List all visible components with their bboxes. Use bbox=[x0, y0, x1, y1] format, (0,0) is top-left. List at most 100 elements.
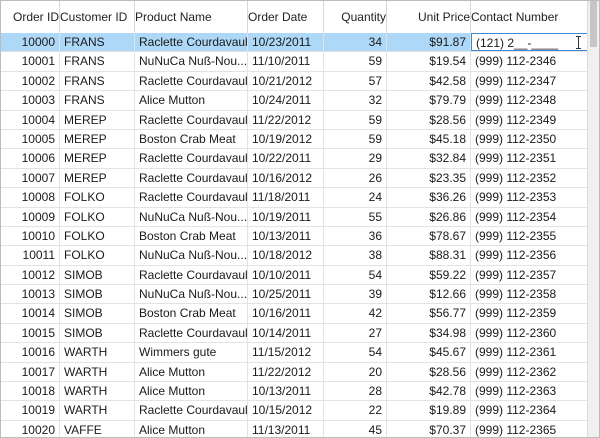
order-date-cell[interactable]: 10/23/2011 bbox=[248, 33, 324, 52]
unit-price-cell[interactable]: $56.77 bbox=[387, 304, 471, 323]
order-date-cell[interactable]: 10/16/2012 bbox=[248, 168, 324, 188]
customer-id-cell[interactable]: FOLKO bbox=[60, 226, 135, 246]
order-id-cell[interactable]: 10006 bbox=[1, 149, 60, 168]
product-name-cell[interactable]: Boston Crab Meat bbox=[135, 129, 248, 149]
order-date-cell[interactable]: 10/22/2011 bbox=[248, 149, 324, 168]
table-row[interactable]: 10016 WARTH Wimmers gute 11/15/2012 54 $45.67… bbox=[1, 343, 588, 363]
order-date-cell[interactable]: 10/18/2012 bbox=[248, 246, 324, 265]
order-id-cell[interactable]: 10002 bbox=[1, 71, 60, 91]
vertical-scrollbar[interactable] bbox=[587, 1, 599, 437]
order-id-cell[interactable]: 10016 bbox=[1, 343, 60, 362]
customer-id-cell[interactable]: FOLKO bbox=[60, 207, 135, 226]
order-id-cell[interactable]: 10003 bbox=[1, 91, 60, 110]
product-name-cell[interactable]: Raclette Courdavault bbox=[135, 265, 248, 285]
quantity-cell[interactable]: 29 bbox=[324, 149, 387, 168]
product-name-cell[interactable]: Raclette Courdavault bbox=[135, 188, 248, 207]
contact-number-cell[interactable]: (999) 112-2355 bbox=[471, 226, 588, 246]
customer-id-cell[interactable]: MEREP bbox=[60, 149, 135, 168]
quantity-cell[interactable]: 24 bbox=[324, 188, 387, 207]
quantity-cell[interactable]: 54 bbox=[324, 343, 387, 362]
quantity-cell[interactable]: 34 bbox=[324, 33, 387, 52]
order-id-cell[interactable]: 10019 bbox=[1, 401, 60, 420]
table-row[interactable]: 10004 MEREP Raclette Courdavault 11/22/2012… bbox=[1, 110, 588, 130]
table-row[interactable]: 10017 WARTH Alice Mutton 11/22/2012 20 $28.56… bbox=[1, 362, 588, 383]
column-header-order-date[interactable]: Order Date bbox=[248, 1, 324, 33]
order-date-cell[interactable]: 10/21/2012 bbox=[248, 71, 324, 91]
product-name-cell[interactable]: NuNuCa Nuß-Nou... bbox=[135, 246, 248, 265]
order-id-cell[interactable]: 10008 bbox=[1, 188, 60, 207]
contact-number-cell[interactable]: (999) 112-2362 bbox=[471, 362, 588, 382]
order-date-cell[interactable]: 11/22/2012 bbox=[248, 362, 324, 382]
product-name-cell[interactable]: NuNuCa Nuß-Nou... bbox=[135, 285, 248, 304]
quantity-cell[interactable]: 59 bbox=[324, 110, 387, 129]
customer-id-cell[interactable]: SIMOB bbox=[60, 304, 135, 323]
quantity-cell[interactable]: 27 bbox=[324, 323, 387, 343]
order-id-cell[interactable]: 10004 bbox=[1, 110, 60, 129]
order-id-cell[interactable]: 10000 bbox=[1, 33, 60, 52]
product-name-cell[interactable]: Raclette Courdavault bbox=[135, 71, 248, 91]
order-id-cell[interactable]: 10010 bbox=[1, 226, 60, 246]
quantity-cell[interactable]: 59 bbox=[324, 52, 387, 71]
quantity-cell[interactable]: 38 bbox=[324, 246, 387, 265]
table-row[interactable]: 10018 WARTH Alice Mutton 10/13/2011 28 $42.78… bbox=[1, 382, 588, 402]
table-row[interactable]: 10013 SIMOB NuNuCa Nuß-Nou... 10/25/2011 39 $… bbox=[1, 285, 588, 305]
product-name-cell[interactable]: Alice Mutton bbox=[135, 91, 248, 110]
table-row[interactable]: 10006 MEREP Raclette Courdavault 10/22/2011… bbox=[1, 149, 588, 169]
column-header-customer-id[interactable]: Customer ID bbox=[60, 1, 135, 33]
column-header-order-id[interactable]: Order ID bbox=[1, 1, 60, 33]
contact-number-cell[interactable]: (999) 112-2361 bbox=[471, 343, 588, 362]
order-id-cell[interactable]: 10007 bbox=[1, 168, 60, 188]
unit-price-cell[interactable]: $42.78 bbox=[387, 382, 471, 401]
order-id-cell[interactable]: 10005 bbox=[1, 129, 60, 149]
table-row[interactable]: 10007 MEREP Raclette Courdavault 10/16/2012… bbox=[1, 168, 588, 189]
customer-id-cell[interactable]: MEREP bbox=[60, 129, 135, 149]
customer-id-cell[interactable]: FRANS bbox=[60, 33, 135, 52]
unit-price-cell[interactable]: $45.67 bbox=[387, 343, 471, 362]
order-date-cell[interactable]: 11/22/2012 bbox=[248, 110, 324, 129]
contact-number-cell[interactable]: (999) 112-2365 bbox=[471, 420, 588, 437]
contact-number-cell[interactable]: (999) 112-2349 bbox=[471, 110, 588, 129]
table-row[interactable]: 10019 WARTH Raclette Courdavault 10/15/2012… bbox=[1, 401, 588, 421]
order-id-cell[interactable]: 10013 bbox=[1, 285, 60, 304]
column-header-product-name[interactable]: Product Name bbox=[135, 1, 248, 33]
contact-number-cell[interactable]: (999) 112-2354 bbox=[471, 207, 588, 226]
contact-number-cell[interactable]: (999) 112-2346 bbox=[471, 52, 588, 71]
quantity-cell[interactable]: 59 bbox=[324, 129, 387, 149]
order-date-cell[interactable]: 10/14/2011 bbox=[248, 323, 324, 343]
table-row[interactable]: 10008 FOLKO Raclette Courdavault 11/18/2011… bbox=[1, 188, 588, 208]
unit-price-cell[interactable]: $79.79 bbox=[387, 91, 471, 110]
order-id-cell[interactable]: 10018 bbox=[1, 382, 60, 401]
order-id-cell[interactable]: 10009 bbox=[1, 207, 60, 226]
scrollbar-thumb[interactable] bbox=[590, 1, 597, 47]
table-row[interactable]: 10005 MEREP Boston Crab Meat 10/19/2012 59 $4… bbox=[1, 129, 588, 150]
table-row[interactable]: 10011 FOLKO NuNuCa Nuß-Nou... 10/18/2012 38 $… bbox=[1, 246, 588, 266]
unit-price-cell[interactable]: $42.58 bbox=[387, 71, 471, 91]
unit-price-cell[interactable]: $34.98 bbox=[387, 323, 471, 343]
order-date-cell[interactable]: 10/19/2011 bbox=[248, 207, 324, 226]
customer-id-cell[interactable]: WARTH bbox=[60, 382, 135, 401]
unit-price-cell[interactable]: $19.89 bbox=[387, 401, 471, 420]
customer-id-cell[interactable]: SIMOB bbox=[60, 265, 135, 285]
quantity-cell[interactable]: 55 bbox=[324, 207, 387, 226]
order-id-cell[interactable]: 10015 bbox=[1, 323, 60, 343]
unit-price-cell[interactable]: $78.67 bbox=[387, 226, 471, 246]
contact-number-cell[interactable]: (999) 112-2352 bbox=[471, 168, 588, 188]
quantity-cell[interactable]: 39 bbox=[324, 285, 387, 304]
product-name-cell[interactable]: Raclette Courdavault bbox=[135, 323, 248, 343]
product-name-cell[interactable]: NuNuCa Nuß-Nou... bbox=[135, 207, 248, 226]
contact-number-cell[interactable]: (999) 112-2356 bbox=[471, 246, 588, 265]
order-date-cell[interactable]: 10/13/2011 bbox=[248, 226, 324, 246]
table-row[interactable]: 10003 FRANS Alice Mutton 10/24/2011 32 $79.79… bbox=[1, 91, 588, 111]
quantity-cell[interactable]: 54 bbox=[324, 265, 387, 285]
column-header-contact-number[interactable]: Contact Number bbox=[471, 1, 588, 33]
unit-price-cell[interactable]: $32.84 bbox=[387, 149, 471, 168]
quantity-cell[interactable]: 45 bbox=[324, 420, 387, 437]
table-row[interactable]: 10020 VAFFE Alice Mutton 11/13/2011 45 $70.37… bbox=[1, 420, 588, 437]
customer-id-cell[interactable]: SIMOB bbox=[60, 323, 135, 343]
quantity-cell[interactable]: 32 bbox=[324, 91, 387, 110]
unit-price-cell[interactable]: $45.18 bbox=[387, 129, 471, 149]
order-date-cell[interactable]: 11/13/2011 bbox=[248, 420, 324, 437]
customer-id-cell[interactable]: FOLKO bbox=[60, 246, 135, 265]
customer-id-cell[interactable]: WARTH bbox=[60, 362, 135, 382]
customer-id-cell[interactable]: FRANS bbox=[60, 52, 135, 71]
